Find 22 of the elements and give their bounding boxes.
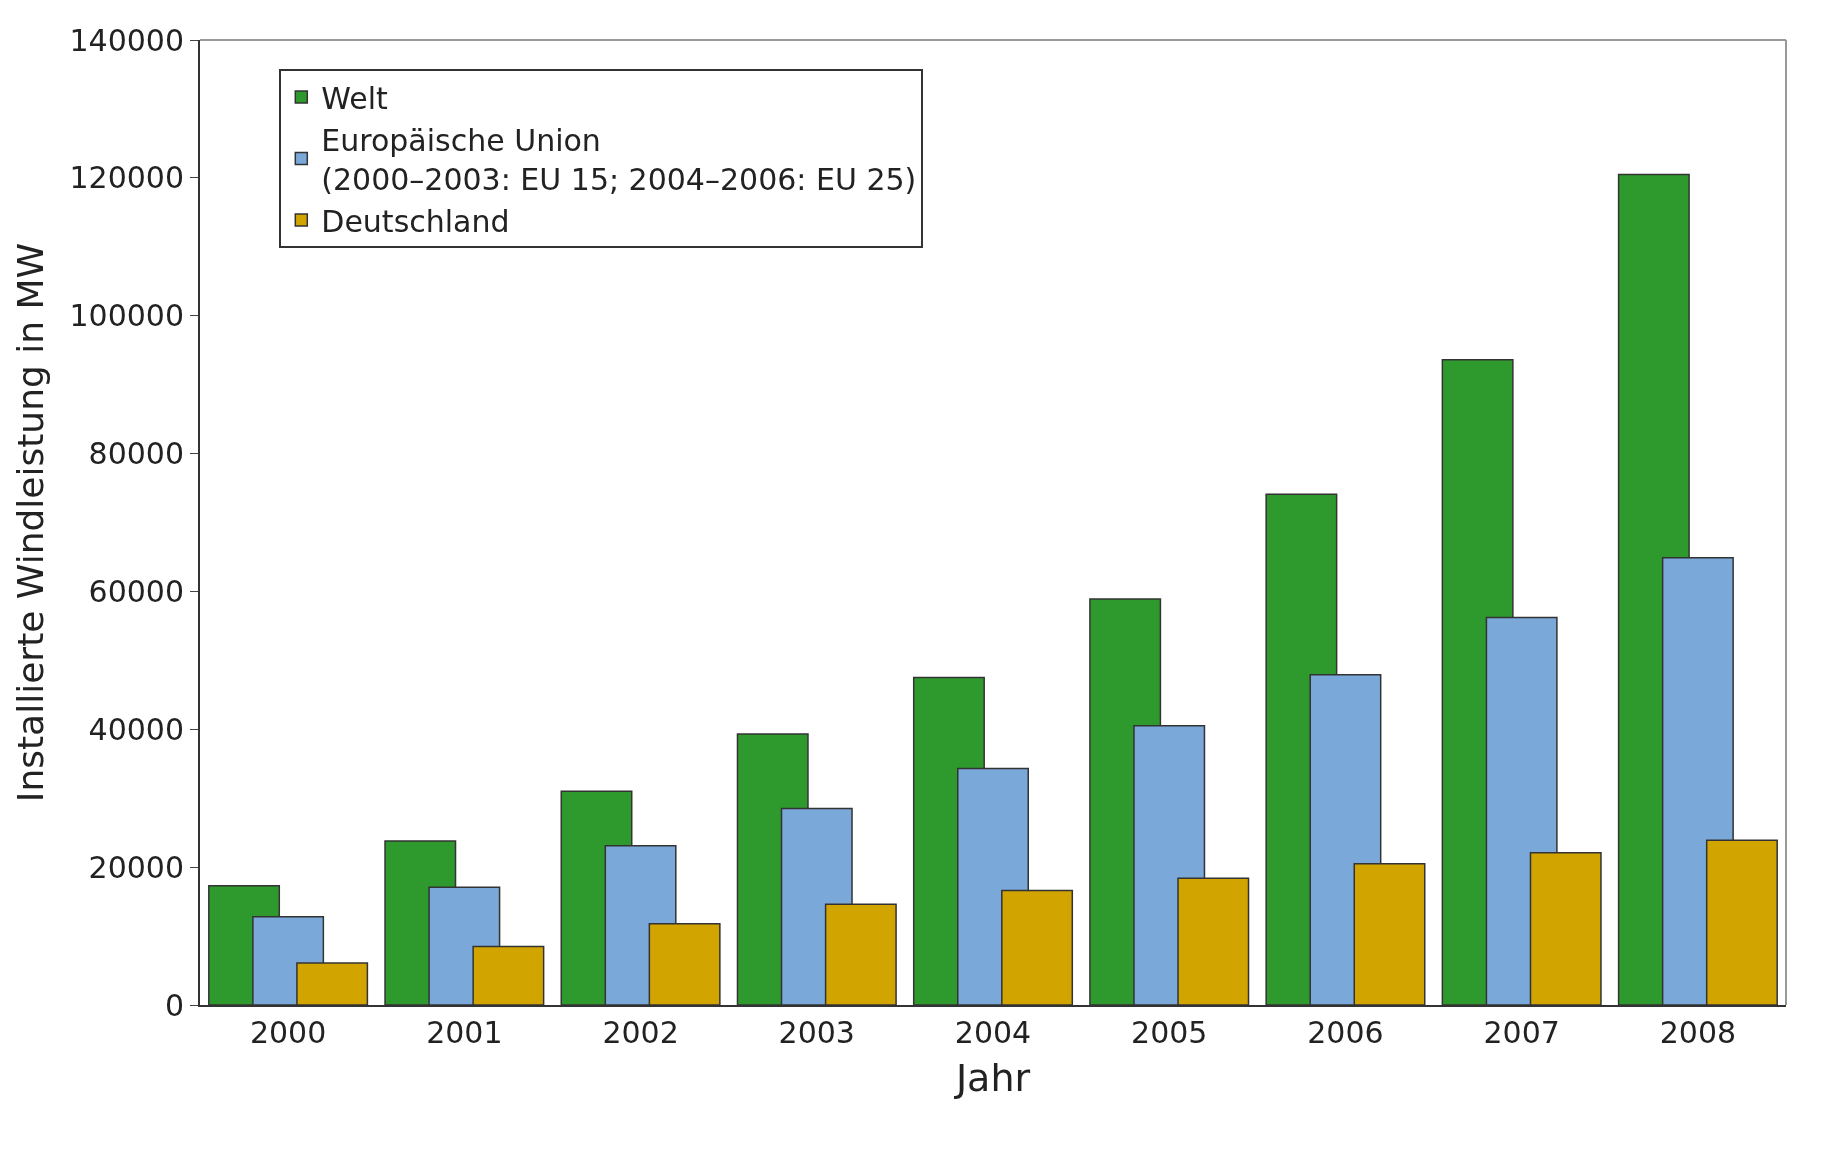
- y-tick-label: 140000: [69, 22, 184, 58]
- x-tick-label: 2002: [602, 1015, 679, 1050]
- x-tick-label: 2001: [426, 1015, 503, 1050]
- x-tick-label: 2005: [1131, 1015, 1208, 1050]
- y-tick-label: 60000: [88, 573, 184, 609]
- legend-label: Welt: [321, 80, 388, 116]
- y-tick-label: 80000: [88, 436, 184, 472]
- y-tick-label: 120000: [69, 160, 184, 196]
- x-tick-label: 2004: [954, 1015, 1032, 1050]
- x-tick-label: 2008: [1659, 1015, 1737, 1050]
- y-tick-label: 40000: [88, 711, 184, 747]
- legend-label: Europäische Union (2000–2003: EU 15; 2004–2006: EU 25): [321, 122, 917, 197]
- y-tick-label: 100000: [69, 298, 184, 334]
- x-axis-title: Jahr: [953, 1055, 1031, 1100]
- y-axis-title: Installierte Windleistung in MW: [9, 242, 51, 803]
- y-tick-label: 20000: [88, 849, 184, 885]
- x-tick-label: 2006: [1307, 1015, 1384, 1050]
- x-tick-label: 2007: [1483, 1015, 1560, 1050]
- y-tick-label: 0: [164, 987, 184, 1023]
- legend-label: Deutschland: [321, 203, 510, 239]
- x-tick-label: 2000: [249, 1015, 327, 1050]
- x-tick-label: 2003: [778, 1015, 855, 1050]
